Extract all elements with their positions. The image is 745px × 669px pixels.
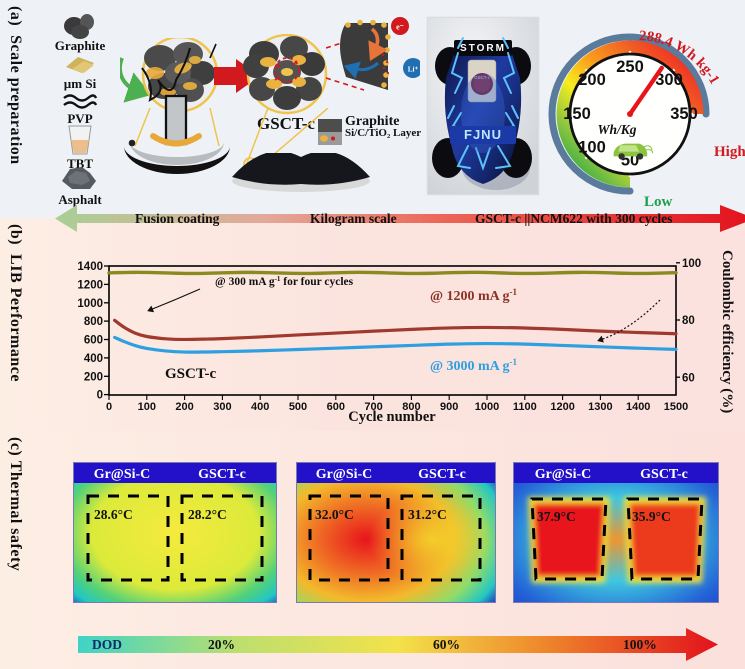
- svg-text:1000: 1000: [475, 401, 499, 413]
- svg-text:100%: 100%: [623, 637, 657, 652]
- svg-text:Gr@Si-C: Gr@Si-C: [535, 467, 592, 482]
- svg-text:600: 600: [327, 401, 345, 413]
- svg-text:1200: 1200: [77, 279, 103, 291]
- svg-text:1400: 1400: [626, 401, 650, 413]
- svg-text:100: 100: [578, 139, 606, 157]
- svg-text:400: 400: [251, 401, 269, 413]
- svg-text:600: 600: [84, 335, 103, 347]
- svg-text:60: 60: [682, 372, 695, 384]
- svg-text:1300: 1300: [588, 401, 612, 413]
- svg-text:0: 0: [97, 390, 103, 402]
- svg-text:1500: 1500: [664, 401, 688, 413]
- svg-text:Gr@Si-C: Gr@Si-C: [94, 467, 151, 482]
- svg-text:0: 0: [106, 401, 112, 413]
- svg-text:400: 400: [84, 353, 103, 365]
- svg-text:@ 300 mA g-1 for four cycles: @ 300 mA g-1 for four cycles: [215, 275, 354, 288]
- svg-text:STORM: STORM: [460, 43, 506, 54]
- svg-text:1000: 1000: [77, 298, 103, 310]
- svg-text:200: 200: [84, 371, 103, 383]
- svg-text:Gr@Si-C: Gr@Si-C: [316, 467, 373, 482]
- svg-text:800: 800: [84, 316, 103, 328]
- svg-text:1400: 1400: [77, 261, 103, 273]
- svg-text:GSCT-c: GSCT-c: [640, 467, 688, 482]
- svg-text:Kilogram scale: Kilogram scale: [310, 211, 397, 226]
- svg-text:35.9°C: 35.9°C: [632, 509, 671, 524]
- svg-text:DOD: DOD: [92, 637, 122, 652]
- svg-text:100: 100: [138, 401, 156, 413]
- svg-text:1200: 1200: [550, 401, 574, 413]
- svg-text:GSCT-c: GSCT-c: [198, 467, 246, 482]
- svg-text:150: 150: [563, 105, 591, 123]
- svg-text:Cycle number: Cycle number: [348, 409, 436, 425]
- svg-text:31.2°C: 31.2°C: [408, 507, 447, 522]
- svg-text:200: 200: [175, 401, 193, 413]
- svg-text:900: 900: [440, 401, 458, 413]
- svg-text:37.9°C: 37.9°C: [537, 509, 576, 524]
- svg-text:@ 1200 mA g-1: @ 1200 mA g-1: [430, 287, 518, 304]
- svg-text:200: 200: [578, 71, 606, 89]
- svg-text:300: 300: [213, 401, 231, 413]
- svg-text:@ 3000 mA g-1: @ 3000 mA g-1: [430, 357, 518, 374]
- svg-text:GSCT-c ||NCM622 with 300 cycle: GSCT-c ||NCM622 with 300 cycles: [475, 211, 672, 226]
- svg-text:Fusion coating: Fusion coating: [135, 211, 220, 226]
- svg-text:1100: 1100: [513, 401, 537, 413]
- svg-text:28.6°C: 28.6°C: [94, 507, 133, 522]
- svg-text:High: High: [714, 144, 745, 160]
- svg-text:250: 250: [616, 58, 644, 76]
- svg-text:FJNU: FJNU: [464, 127, 502, 142]
- svg-text:500: 500: [289, 401, 307, 413]
- svg-text:60%: 60%: [433, 637, 460, 652]
- svg-text:100: 100: [682, 258, 701, 270]
- svg-text:350: 350: [670, 105, 698, 123]
- svg-text:GSCT-c: GSCT-c: [418, 467, 466, 482]
- svg-text:Wh/Kg: Wh/Kg: [597, 122, 636, 137]
- svg-text:GSCT-c: GSCT-c: [165, 366, 216, 382]
- svg-text:80: 80: [682, 315, 695, 327]
- svg-text:28.2°C: 28.2°C: [188, 507, 227, 522]
- svg-text:32.0°C: 32.0°C: [315, 507, 354, 522]
- svg-text:20%: 20%: [208, 637, 235, 652]
